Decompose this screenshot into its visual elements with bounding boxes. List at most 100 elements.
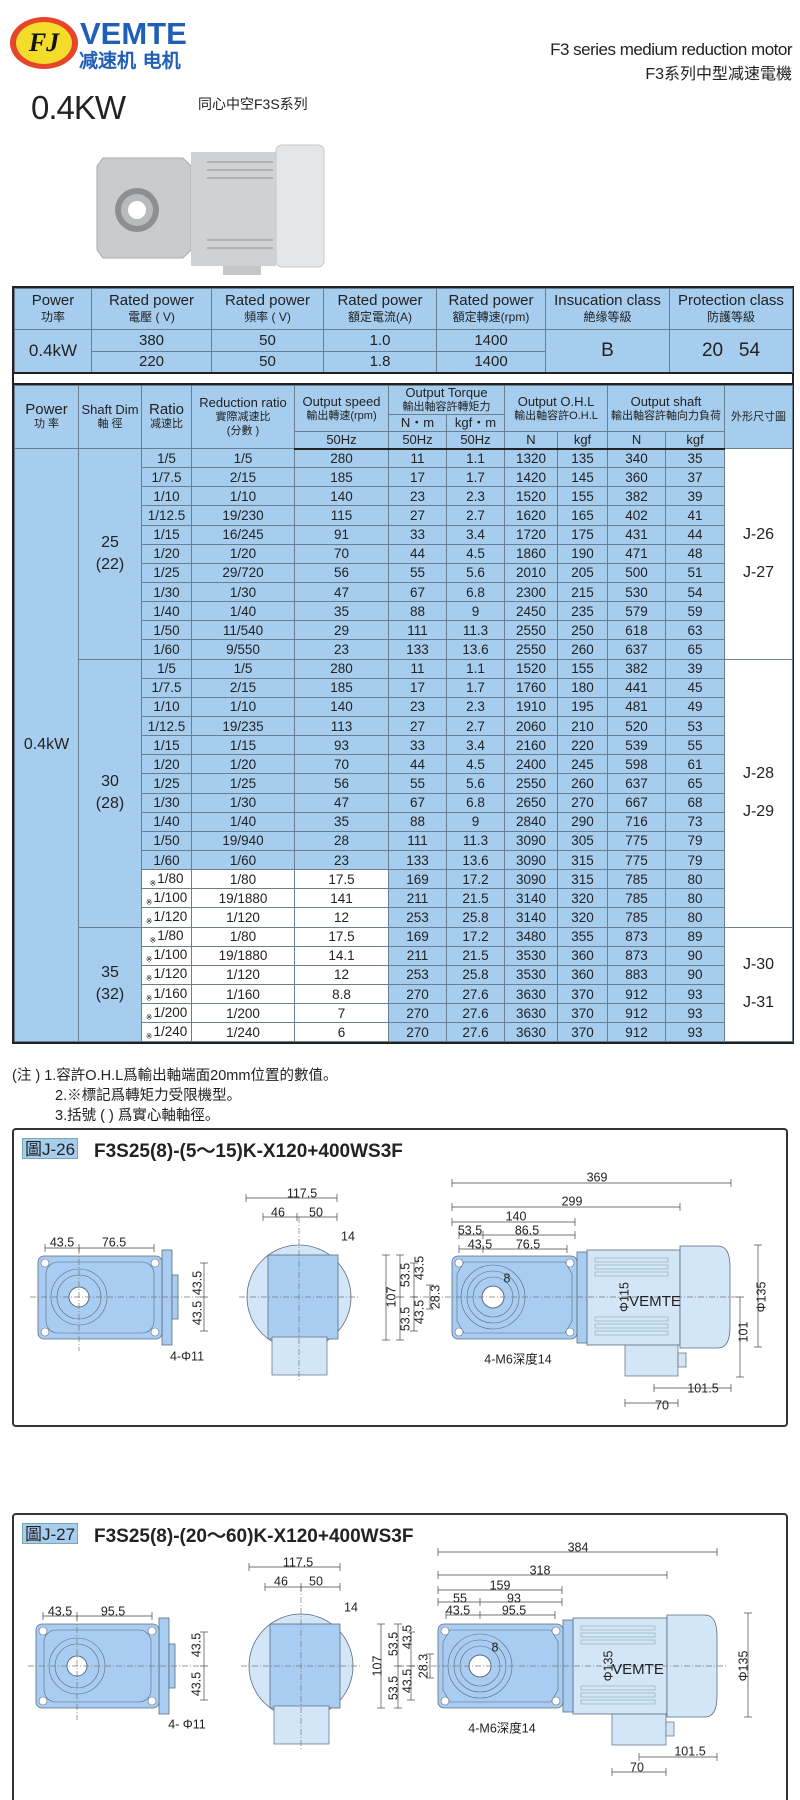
drawing-ref-cell[interactable]: J-28 J-29 — [724, 658, 794, 928]
dimension-label: 107 — [370, 1656, 384, 1677]
table-row: 30 (28) 1/5 1/5 280 11 1.1 1520 155 382 39 J-28 J-29 — [14, 658, 794, 928]
shaft-load-kgf-cell: 90 — [665, 945, 726, 966]
ohl-n-cell: 2300 — [504, 581, 558, 603]
reduction-ratio-cell: 1/30 — [191, 581, 295, 603]
drawing-label: 圖J-27 — [22, 1523, 79, 1544]
ratio-cell: 1/20 — [141, 754, 192, 775]
shaft-load-n-cell: 912 — [607, 983, 667, 1005]
table-row: 1/50 19/940 28 111 11.3 3090 305 775 79 — [15, 830, 793, 851]
shaft-load-kgf-cell: 79 — [665, 830, 726, 851]
output-speed-cell: 35 — [294, 811, 389, 832]
dimension-label: 76.5 — [102, 1235, 126, 1249]
drawing-model-code: F3S25(8)-(20～60)K-X120+400WS3F — [94, 1526, 414, 1547]
ohl-kgf-cell: 315 — [556, 849, 609, 871]
header-reduction-ratio: Reduction ratio 實際减速比 (分數 ) — [191, 385, 295, 449]
ohl-kgf-cell: 245 — [556, 754, 609, 775]
shaft-hollow: 35 — [101, 964, 119, 982]
dimension-label: 43.5 — [48, 1604, 72, 1618]
header-output-shaft: Output shaft 輸出軸容許軸向力負荷 — [607, 385, 726, 432]
torque-nm-cell: 169 — [388, 869, 447, 890]
ratio-cell: 1/60 — [141, 849, 192, 871]
ratio-cell: 1/25 — [141, 562, 192, 583]
right-view-gearbox — [451, 1255, 578, 1340]
drawing-ref-link: J-30 — [742, 956, 775, 974]
ohl-kgf-cell: 360 — [556, 964, 609, 985]
tap-hole — [551, 1696, 561, 1706]
ohl-kgf-cell: 370 — [556, 983, 609, 1005]
torque-nm-cell: 17 — [388, 467, 447, 488]
shaft-solid: (22) — [95, 555, 125, 573]
shaft-load-n-cell: 402 — [607, 505, 667, 526]
brand-name: VEMTE — [80, 16, 187, 51]
cable-gland — [677, 1352, 687, 1368]
output-speed-cell: 47 — [294, 581, 389, 603]
shaft-load-n-cell: 667 — [607, 792, 667, 813]
torque-nm-cell: 211 — [388, 945, 447, 966]
table-row: 1/10 1/10 140 23 2.3 1910 195 481 49 — [15, 696, 793, 717]
shaft-load-kgf-cell: 80 — [665, 888, 726, 909]
torque-nm-cell: 270 — [388, 1022, 447, 1043]
ohl-kgf-cell: 145 — [556, 467, 609, 488]
ohl-n-cell: 2550 — [504, 620, 558, 641]
dimension-label: 43.5 — [412, 1256, 426, 1280]
unit-shaft-n: N — [607, 431, 667, 450]
ratio-cell: ※1/120 — [141, 964, 192, 985]
ohl-kgf-cell: 175 — [556, 524, 609, 545]
motor-brand-label: VEMTE — [612, 1661, 664, 1678]
dimension-label: 93 — [507, 1591, 521, 1605]
drawing-ref-cell[interactable]: J-26 J-27 — [724, 448, 794, 660]
ohl-kgf-cell: 290 — [556, 811, 609, 832]
drawing-ref-link: J-28 — [742, 765, 775, 783]
output-speed-cell: 91 — [294, 524, 389, 545]
shaft-solid: (32) — [95, 986, 125, 1004]
ohl-n-cell: 3140 — [504, 888, 558, 909]
ratio-cell: 1/12.5 — [141, 715, 192, 737]
dimension-label: 101.5 — [687, 1381, 718, 1395]
torque-kgfm-cell: 9 — [446, 601, 505, 622]
reduction-ratio-cell: 19/1880 — [191, 888, 295, 909]
table-row: ※1/120 1/120 12 253 25.8 3530 360 883 90 — [15, 964, 793, 985]
ohl-kgf-cell: 190 — [556, 543, 609, 564]
reduction-ratio-cell: 19/230 — [191, 505, 295, 526]
dimension-label: 117.5 — [283, 1555, 313, 1569]
drawing-ref-cell[interactable]: J-30 J-31 — [724, 926, 794, 1043]
torque-kgfm-cell: 11.3 — [446, 830, 505, 851]
logo-mark: FJ — [16, 22, 72, 64]
output-speed-cell: 70 — [294, 754, 389, 775]
ohl-n-cell: 2550 — [504, 773, 558, 794]
table-row: ※1/120 1/120 12 253 25.8 3140 320 785 80 — [15, 907, 793, 928]
tap-hole — [440, 1696, 450, 1706]
drawing-ref-link: J-27 — [742, 563, 775, 581]
reduction-ratio-cell: 1/80 — [191, 869, 295, 890]
ohl-kgf-cell: 260 — [556, 639, 609, 660]
table-row: 1/12.5 19/230 115 27 2.7 1620 165 402 41 — [15, 505, 793, 526]
mount-hole — [150, 1258, 160, 1268]
mount-hole — [147, 1626, 157, 1636]
dimension-label: 43.5 — [50, 1235, 74, 1249]
ohl-kgf-cell: 315 — [556, 869, 609, 890]
ohl-n-cell: 3630 — [504, 983, 558, 1005]
ohl-n-cell: 3630 — [504, 1022, 558, 1043]
ohl-n-cell: 3530 — [504, 964, 558, 985]
cooling-fin — [580, 1692, 656, 1698]
spec-protection: 20 54 — [669, 329, 793, 373]
shaft-load-kgf-cell: 80 — [665, 907, 726, 928]
cooling-fin — [594, 1257, 669, 1263]
table-row: 1/60 1/60 23 133 13.6 3090 315 775 79 — [15, 849, 793, 871]
table-row: 1/30 1/30 47 67 6.8 2300 215 530 54 — [15, 581, 793, 603]
dimension-label: 50 — [309, 1205, 323, 1219]
dimension-label: 53.5 — [386, 1676, 400, 1700]
torque-kgfm-cell: 2.7 — [446, 505, 505, 526]
torque-limited-mark: ※ — [145, 993, 153, 1003]
shaft-load-kgf-cell: 61 — [665, 754, 726, 775]
dimension-label: 140 — [506, 1209, 527, 1223]
torque-kgfm-cell: 27.6 — [446, 1003, 505, 1024]
shaft-load-n-cell: 873 — [607, 945, 667, 966]
table-row: 1/20 1/20 70 44 4.5 1860 190 471 48 — [15, 543, 793, 564]
dimension-label: 95.5 — [502, 1603, 526, 1617]
header-drawing: 外形尺寸圖 — [724, 385, 794, 449]
reduction-ratio-cell: 1/60 — [191, 849, 295, 871]
shaft-load-kgf-cell: 80 — [665, 869, 726, 890]
motor-brand-label: VEMTE — [629, 1293, 681, 1310]
